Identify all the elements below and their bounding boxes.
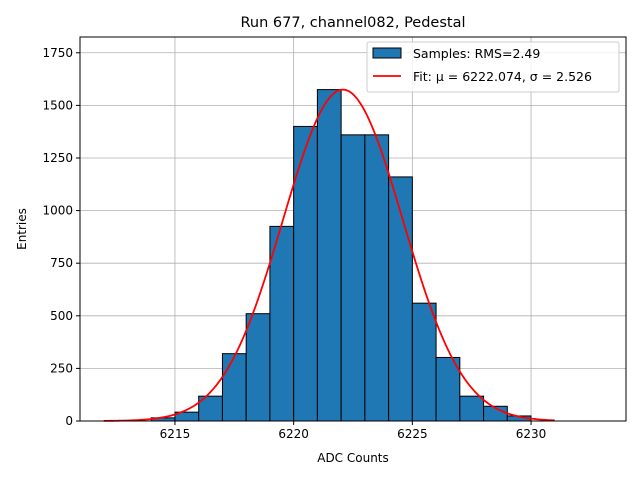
y-tick-label: 750 (50, 256, 73, 270)
chart-title: Run 677, channel082, Pedestal (240, 15, 465, 31)
y-tick-label: 1000 (42, 204, 73, 218)
plot-frame (79, 36, 627, 422)
legend: Samples: RMS=2.49 Fit: μ = 6222.074, σ =… (366, 41, 620, 93)
legend-fit-label: Fit: μ = 6222.074, σ = 2.526 (413, 69, 592, 84)
histogram-bar (364, 134, 390, 422)
histogram-bar (411, 302, 437, 422)
y-tick-label: 0 (65, 414, 73, 428)
histogram-bar (459, 395, 485, 422)
histogram-bar (340, 134, 366, 422)
y-tick-label: 1750 (42, 46, 73, 60)
histogram-bar (221, 353, 247, 422)
legend-box (366, 41, 620, 93)
y-tick-label: 1500 (42, 98, 73, 112)
x-tick-label: 6215 (160, 427, 191, 441)
y-tick-label: 1250 (42, 151, 73, 165)
fit-curve (103, 88, 555, 422)
x-axis-label: ADC Counts (317, 451, 389, 465)
histogram-bar (245, 313, 271, 422)
legend-samples-label: Samples: RMS=2.49 (413, 46, 540, 61)
y-tick-label: 500 (50, 309, 73, 323)
histogram-bar (269, 225, 295, 422)
x-tick-label: 6230 (516, 427, 547, 441)
x-tick-label: 6220 (278, 427, 309, 441)
x-tick-label: 6225 (397, 427, 428, 441)
legend-samples-swatch (372, 47, 402, 59)
y-tick-label: 250 (50, 361, 73, 375)
histogram-bar (316, 89, 342, 422)
y-axis-label: Entries (15, 208, 29, 250)
